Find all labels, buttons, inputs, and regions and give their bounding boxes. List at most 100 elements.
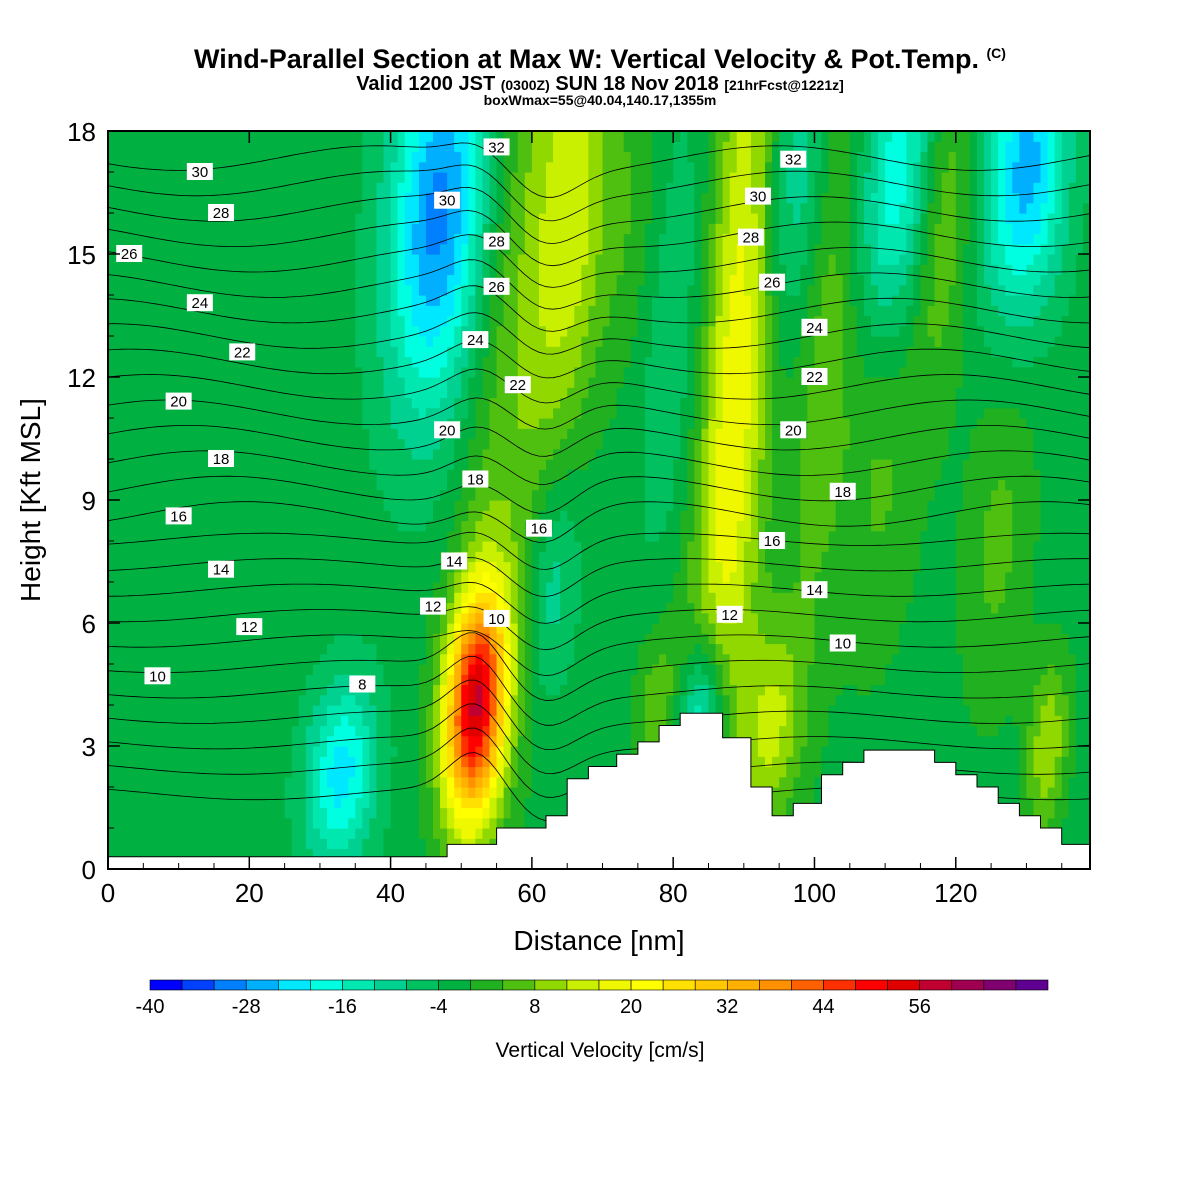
field-cell [291, 571, 300, 583]
field-cell [637, 674, 646, 686]
field-cell [708, 623, 717, 634]
field-cell [976, 705, 985, 716]
field-cell [468, 582, 476, 593]
field-cell [1033, 766, 1042, 778]
field-cell [390, 766, 399, 778]
field-cell [772, 797, 780, 809]
field-cell [171, 807, 180, 819]
field-cell [546, 684, 554, 696]
field-cell [1082, 715, 1091, 727]
field-cell [334, 817, 342, 829]
field-cell [750, 643, 759, 655]
field-cell [849, 705, 858, 716]
field-cell [447, 817, 455, 829]
field-cell [1026, 787, 1035, 798]
field-cell [722, 520, 731, 532]
field-cell [736, 705, 745, 716]
field-cell [348, 520, 356, 532]
field-cell [249, 705, 257, 716]
field-cell [609, 582, 618, 593]
field-cell [425, 674, 434, 686]
field-cell [143, 807, 151, 819]
field-cell [708, 561, 717, 573]
field-cell [468, 571, 476, 583]
field-cell [984, 633, 992, 645]
field-cell [206, 551, 215, 563]
field-cell [920, 561, 929, 573]
field-cell [171, 530, 180, 542]
field-cell [1061, 694, 1070, 706]
field-cell [206, 725, 215, 737]
field-cell [772, 735, 780, 747]
field-cell [842, 705, 851, 716]
field-cell [1054, 602, 1063, 614]
field-cell [1047, 715, 1056, 727]
field-cell [150, 530, 159, 542]
field-cell [1012, 684, 1020, 696]
field-cell [489, 756, 498, 768]
field-cell [779, 664, 787, 675]
field-cell [122, 623, 130, 634]
field-cell [341, 797, 349, 809]
field-cell [1033, 735, 1042, 747]
field-cell [976, 643, 985, 655]
field-cell [263, 551, 272, 563]
field-cell [221, 766, 229, 778]
field-cell [772, 592, 780, 604]
field-cell [213, 715, 222, 727]
field-cell [793, 735, 801, 747]
field-cell [447, 715, 455, 727]
field-cell [962, 530, 971, 542]
field-cell [538, 592, 547, 604]
field-cell [440, 817, 448, 829]
field-cell [927, 541, 936, 552]
field-cell [447, 776, 455, 788]
field-cell [786, 530, 794, 542]
field-cell [948, 653, 957, 665]
field-cell [736, 623, 745, 634]
field-cell [863, 582, 872, 593]
field-cell [955, 725, 964, 737]
field-cell [899, 541, 907, 552]
field-cell [955, 766, 964, 778]
field-cell [1068, 817, 1077, 829]
field-cell [235, 541, 243, 552]
chart-subtitle: Valid 1200 JST (0300Z) SUN 18 Nov 2018 [… [0, 73, 1200, 96]
field-cell [327, 817, 335, 829]
field-cell [242, 530, 250, 542]
field-cell [517, 705, 526, 716]
field-cell [242, 715, 250, 727]
field-cell [376, 756, 385, 768]
field-cell [991, 756, 999, 768]
field-cell [1019, 653, 1028, 665]
field-cell [800, 623, 809, 634]
field-cell [729, 705, 738, 716]
field-cell [1061, 510, 1070, 522]
boxwmax-info: boxWmax=55@40.04,140.17,1355m [483, 92, 717, 108]
field-cell [892, 602, 900, 614]
field-cell [319, 746, 328, 757]
field-cell [546, 766, 554, 778]
field-cell [206, 592, 215, 604]
field-cell [1068, 571, 1077, 583]
field-cell [1068, 756, 1077, 768]
field-cell [609, 551, 618, 563]
field-cell [185, 705, 194, 716]
field-cell [927, 664, 936, 675]
field-cell [263, 653, 272, 665]
field-cell [298, 705, 307, 716]
field-cell [305, 766, 314, 778]
field-cell [602, 725, 611, 737]
field-cell [185, 828, 194, 839]
field-cell [574, 582, 582, 593]
field-cell [1012, 674, 1020, 686]
field-cell [122, 797, 130, 809]
field-cell [637, 653, 646, 665]
field-cell [560, 776, 568, 788]
field-cell [800, 643, 809, 655]
field-cell [277, 623, 286, 634]
field-cell [108, 612, 116, 624]
field-cell [475, 838, 484, 850]
field-cell [185, 766, 194, 778]
field-cell [115, 561, 123, 573]
